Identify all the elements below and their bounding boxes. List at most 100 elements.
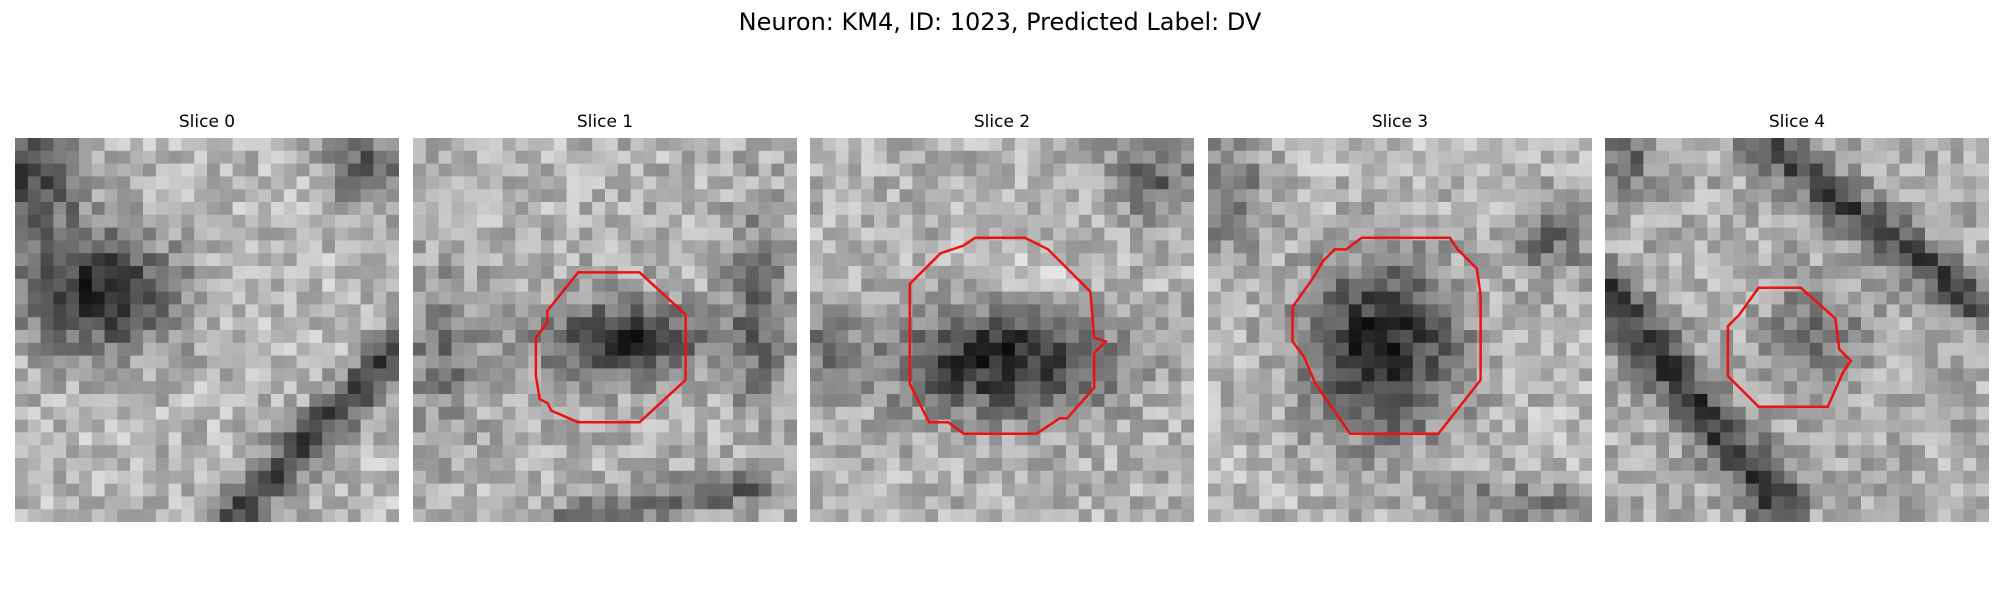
image-pixel — [1412, 214, 1427, 229]
image-pixel — [219, 227, 234, 241]
image-pixel — [579, 496, 593, 510]
image-pixel — [425, 202, 440, 216]
image-pixel — [283, 445, 298, 459]
image-pixel — [1233, 138, 1247, 152]
image-pixel — [1400, 138, 1414, 152]
image-pixel — [477, 278, 491, 293]
image-pixel — [1336, 496, 1350, 510]
image-pixel — [1233, 445, 1247, 459]
image-pixel — [745, 176, 760, 190]
image-pixel — [1181, 227, 1194, 241]
image-pixel — [296, 304, 310, 318]
image-pixel — [1899, 163, 1913, 177]
image-pixel — [296, 432, 310, 446]
image-pixel — [1835, 176, 1849, 190]
image-pixel — [1553, 189, 1567, 203]
image-pixel — [1771, 278, 1785, 293]
image-pixel — [1297, 394, 1311, 408]
image-pixel — [335, 202, 349, 216]
image-pixel — [1272, 368, 1286, 382]
image-pixel — [784, 406, 797, 421]
image-pixel — [1053, 330, 1067, 344]
image-pixel — [1272, 240, 1286, 254]
image-pixel — [1720, 304, 1734, 318]
image-pixel — [771, 202, 785, 216]
image-pixel — [15, 445, 29, 459]
image-pixel — [1117, 342, 1131, 357]
image-pixel — [989, 278, 1003, 293]
image-pixel — [91, 304, 106, 318]
figure-title: Neuron: KM4, ID: 1023, Predicted Label: … — [738, 8, 1262, 36]
image-pixel — [66, 394, 80, 408]
image-pixel — [1438, 214, 1452, 229]
image-pixel — [207, 138, 221, 152]
image-pixel — [181, 509, 195, 522]
image-pixel — [1387, 483, 1401, 497]
image-pixel — [1630, 342, 1644, 357]
image-pixel — [938, 214, 952, 229]
image-pixel — [1707, 150, 1721, 165]
image-pixel — [1605, 266, 1619, 280]
image-pixel — [515, 368, 529, 382]
image-pixel — [1873, 342, 1888, 357]
image-pixel — [1208, 470, 1222, 485]
image-pixel — [1336, 432, 1350, 446]
image-pixel — [283, 419, 298, 433]
image-pixel — [976, 381, 990, 395]
image-pixel — [181, 381, 195, 395]
image-pixel — [91, 394, 106, 408]
image-pixel — [963, 509, 977, 522]
image-pixel — [27, 176, 42, 190]
image-pixel — [194, 240, 208, 254]
image-pixel — [1464, 394, 1478, 408]
image-pixel — [925, 278, 939, 293]
image-pixel — [1950, 278, 1964, 293]
image-pixel — [168, 227, 182, 241]
image-pixel — [245, 240, 259, 254]
image-pixel — [1117, 432, 1131, 446]
image-pixel — [413, 278, 427, 293]
image-pixel — [194, 381, 208, 395]
image-pixel — [707, 304, 721, 318]
image-pixel — [1104, 227, 1118, 241]
image-pixel — [1117, 266, 1131, 280]
image-pixel — [322, 304, 336, 318]
image-pixel — [1733, 138, 1747, 152]
image-pixel — [1130, 445, 1144, 459]
image-pixel — [66, 227, 80, 241]
image-pixel — [1540, 406, 1555, 421]
image-pixel — [1233, 202, 1247, 216]
image-pixel — [207, 227, 221, 241]
image-pixel — [643, 330, 657, 344]
image-pixel — [1515, 278, 1529, 293]
image-pixel — [617, 317, 632, 331]
image-pixel — [1605, 150, 1619, 165]
image-pixel — [1438, 368, 1452, 382]
image-pixel — [489, 470, 504, 485]
image-pixel — [1669, 266, 1683, 280]
image-pixel — [438, 291, 452, 305]
image-pixel — [528, 496, 542, 510]
image-pixel — [181, 432, 195, 446]
image-pixel — [1797, 406, 1811, 421]
image-pixel — [1758, 355, 1772, 369]
image-pixel — [566, 368, 580, 382]
image-pixel — [1553, 214, 1567, 229]
image-pixel — [1528, 202, 1542, 216]
image-pixel — [938, 432, 952, 446]
image-pixel — [360, 163, 374, 177]
image-pixel — [1310, 342, 1324, 357]
image-pixel — [1310, 150, 1324, 165]
image-pixel — [386, 445, 399, 459]
image-pixel — [207, 355, 221, 369]
image-pixel — [322, 342, 336, 357]
image-pixel — [1822, 138, 1836, 152]
image-pixel — [1233, 227, 1247, 241]
image-pixel — [1784, 483, 1798, 497]
image-pixel — [219, 432, 234, 446]
image-pixel — [694, 330, 708, 344]
image-pixel — [1246, 304, 1260, 318]
image-pixel — [861, 509, 875, 522]
image-pixel — [155, 266, 170, 280]
image-pixel — [232, 509, 246, 522]
